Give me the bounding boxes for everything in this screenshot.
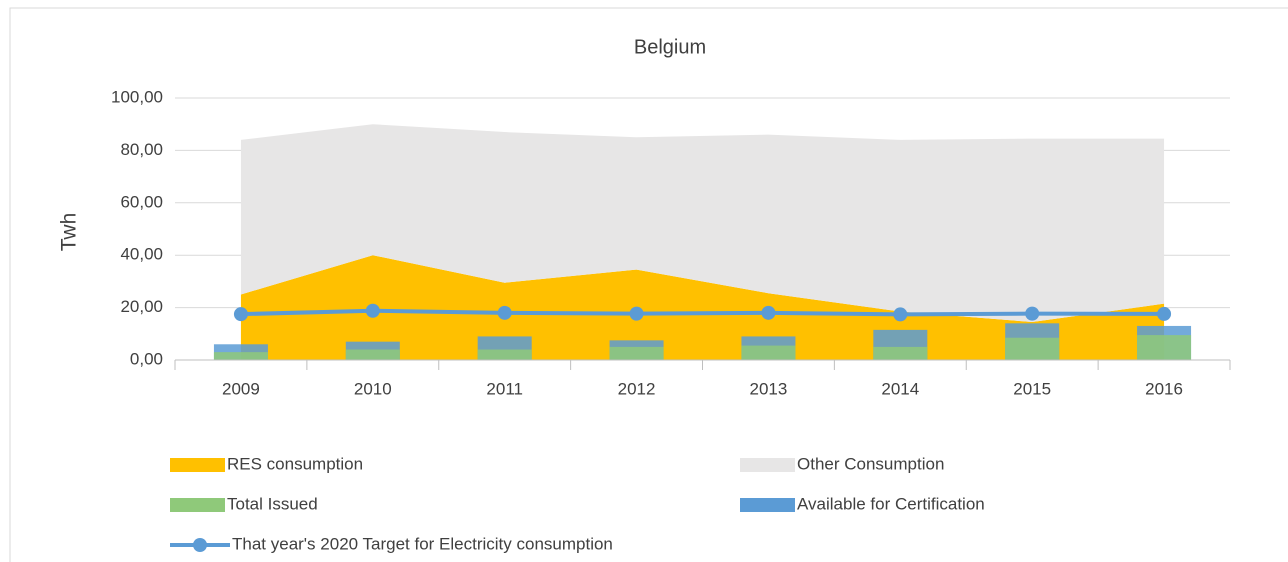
x-tick-label: 2016 [1145, 379, 1183, 398]
line-marker [761, 305, 776, 320]
area [240, 124, 1165, 323]
plot [213, 124, 1192, 360]
bar [345, 349, 400, 360]
x-tick-label: 2009 [222, 379, 260, 398]
x-tick-label: 2011 [486, 379, 523, 398]
line-marker [893, 307, 908, 322]
line-marker [497, 305, 512, 320]
bar [213, 352, 268, 360]
axes: 0,00 20,00 40,00 60,00 80,00 100,00 2009 2010 20… [111, 87, 1231, 398]
legend-label: Available for Certification [797, 494, 985, 513]
y-axis-label: Twh [58, 213, 81, 252]
x-tick-label: 2013 [750, 379, 788, 398]
bar [873, 346, 928, 360]
y-tick-label: 60,00 [120, 192, 163, 211]
line-marker [1157, 306, 1172, 321]
y-tick-label: 20,00 [120, 297, 163, 316]
legend-swatch [170, 498, 225, 512]
x-tick-label: 2010 [354, 379, 392, 398]
legend-label: That year's 2020 Target for Electricity … [232, 534, 613, 553]
legend-swatch [170, 458, 225, 472]
bar [1005, 337, 1060, 360]
bar [1137, 335, 1192, 360]
line-marker [1025, 306, 1040, 321]
y-tick-label: 0,00 [130, 349, 163, 368]
bar [477, 349, 532, 360]
legend-label: RES consumption [227, 454, 363, 473]
y-tick-label: 80,00 [120, 140, 163, 159]
line-marker [233, 307, 248, 322]
chart-title: Belgium [634, 36, 706, 58]
x-tick-label: 2015 [1013, 379, 1051, 398]
legend: RES consumption Other Consumption Total Is… [170, 454, 985, 553]
bar [741, 345, 796, 360]
legend-label: Total Issued [227, 494, 318, 513]
legend-swatch [193, 538, 207, 552]
legend-swatch [740, 498, 795, 512]
x-tick-label: 2012 [618, 379, 656, 398]
y-tick-label: 100,00 [111, 87, 163, 106]
line [240, 308, 1165, 317]
x-tick-label: 2014 [881, 379, 919, 398]
legend-label: Other Consumption [797, 454, 944, 473]
line-marker [365, 303, 380, 318]
line-marker [629, 306, 644, 321]
y-tick-label: 40,00 [120, 245, 163, 264]
area [240, 255, 1165, 360]
legend-swatch [740, 458, 795, 472]
bar [609, 346, 664, 360]
